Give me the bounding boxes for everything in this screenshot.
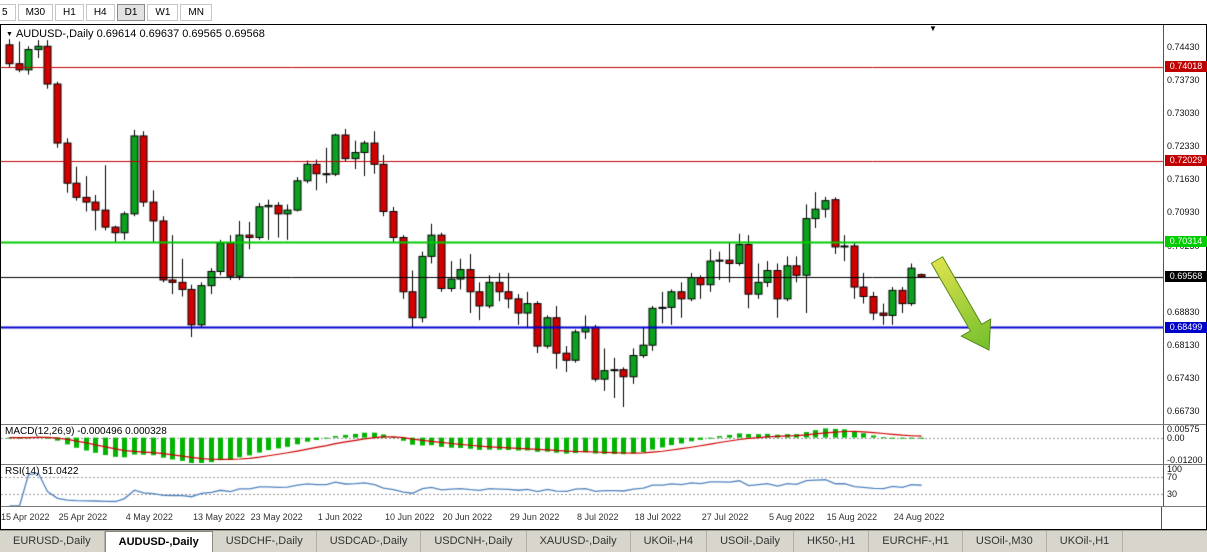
timeframe-toolbar: 5 M30 H1 H4 D1 W1 MN xyxy=(0,0,1207,24)
tab-usdchf-daily[interactable]: USDCHF-,Daily xyxy=(212,531,317,552)
timeframe-h1[interactable]: H1 xyxy=(55,3,84,21)
tab-audusd-daily[interactable]: AUDUSD-,Daily xyxy=(104,531,213,552)
axis-corner xyxy=(1161,507,1206,529)
tab-hk50-h1[interactable]: HK50-,H1 xyxy=(794,531,870,552)
date-label: 27 Jul 2022 xyxy=(701,512,749,522)
timeframe-m30[interactable]: M30 xyxy=(17,3,54,21)
price-level-badge: 0.69568 xyxy=(1165,271,1207,283)
tab-usoil-daily[interactable]: USOil-,Daily xyxy=(707,531,794,552)
date-label: 15 Apr 2022 xyxy=(1,512,50,522)
price-axis-label: 0.73030 xyxy=(1167,108,1200,119)
chart-title-ohlc: 0.69614 0.69637 0.69565 0.69568 xyxy=(96,28,265,40)
timeframe-w1[interactable]: W1 xyxy=(147,3,179,21)
price-axis-label: 0.68830 xyxy=(1167,306,1200,317)
rsi-canvas[interactable] xyxy=(1,465,1163,506)
tab-eurusd-daily[interactable]: EURUSD-,Daily xyxy=(0,531,105,552)
tab-xauusd-daily[interactable]: XAUUSD-,Daily xyxy=(526,531,631,552)
price-level-badge: 0.68499 xyxy=(1165,321,1207,333)
date-label: 20 Jun 2022 xyxy=(442,512,493,522)
rsi-axis-label: 30 xyxy=(1167,488,1178,499)
date-label: 8 Jul 2022 xyxy=(577,512,619,522)
price-axis-label: 0.68130 xyxy=(1167,339,1200,350)
price-axis[interactable]: 0.74430 0.73730 0.73030 0.72330 0.71630 0.709… xyxy=(1163,25,1207,424)
price-level-badge: 0.74018 xyxy=(1165,61,1207,73)
date-label: 15 Aug 2022 xyxy=(826,512,878,522)
price-level-badge: 0.72029 xyxy=(1165,155,1207,167)
date-label: 5 Aug 2022 xyxy=(769,512,815,522)
tab-usoil-m30[interactable]: USOil-,M30 xyxy=(962,531,1047,552)
date-label: 29 Jun 2022 xyxy=(509,512,560,522)
date-label: 4 May 2022 xyxy=(125,512,173,522)
price-axis-label: 0.67430 xyxy=(1167,372,1200,383)
price-axis-label: 0.73730 xyxy=(1167,75,1200,86)
tab-usdcnh-daily[interactable]: USDCNH-,Daily xyxy=(421,531,527,552)
tab-eurchf-h1[interactable]: EURCHF-,H1 xyxy=(869,531,963,552)
price-axis-label: 0.74430 xyxy=(1167,42,1200,53)
date-label: 18 Jul 2022 xyxy=(634,512,682,522)
timeframe-d1[interactable]: D1 xyxy=(116,3,146,21)
price-axis-label: 0.71630 xyxy=(1167,174,1200,185)
symbol-marker-icon: ▼ xyxy=(6,30,13,38)
chart-title-symbol: AUDUSD-,Daily xyxy=(15,28,94,40)
tab-usdcad-daily[interactable]: USDCAD-,Daily xyxy=(316,531,422,552)
rsi-axis: 100 70 30 xyxy=(1163,464,1206,506)
date-axis[interactable]: 15 Apr 2022 25 Apr 2022 4 May 2022 13 May 2… xyxy=(1,506,1206,529)
chart-title: ▼ AUDUSD-,Daily 0.69614 0.69637 0.69565 0… xyxy=(6,28,265,40)
rsi-axis-label: 100 xyxy=(1167,464,1183,474)
price-axis-label: 0.70930 xyxy=(1167,207,1200,218)
timeframe-h4[interactable]: H4 xyxy=(85,3,115,21)
price-panel: ▼ AUDUSD-,Daily 0.69614 0.69637 0.69565 0… xyxy=(1,24,1207,424)
macd-axis-label: -0.01200 xyxy=(1167,455,1203,465)
trend-arrow[interactable] xyxy=(909,253,1001,371)
date-label: 23 May 2022 xyxy=(250,512,303,522)
date-label: 10 Jun 2022 xyxy=(385,512,435,522)
price-chart-canvas[interactable] xyxy=(1,25,1163,424)
date-label: 25 Apr 2022 xyxy=(58,512,108,522)
timeframe-5[interactable]: 5 xyxy=(0,3,16,21)
date-label: 1 Jun 2022 xyxy=(317,512,363,522)
tab-ukoil-h1[interactable]: UKOil-,H1 xyxy=(1046,531,1124,552)
price-axis-label: 0.66730 xyxy=(1167,405,1200,416)
tab-ukoil-h4[interactable]: UKOil-,H4 xyxy=(630,531,708,552)
macd-canvas[interactable] xyxy=(1,425,1163,464)
macd-plot: MACD(12,26,9) -0.000496 0.000328 xyxy=(1,425,1163,464)
macd-label: MACD(12,26,9) -0.000496 0.000328 xyxy=(5,426,167,437)
chart-window: ▼ AUDUSD-,Daily 0.69614 0.69637 0.69565 0… xyxy=(0,24,1207,530)
price-plot: ▼ AUDUSD-,Daily 0.69614 0.69637 0.69565 0… xyxy=(1,24,1163,424)
price-axis-label: 0.72330 xyxy=(1167,141,1200,152)
macd-panel: MACD(12,26,9) -0.000496 0.000328 0.00575… xyxy=(1,424,1206,465)
rsi-axis-label: 70 xyxy=(1167,472,1178,483)
rsi-plot: RSI(14) 51.0422 xyxy=(1,465,1163,506)
macd-axis-label: 0.00 xyxy=(1167,432,1185,443)
date-label: 24 Aug 2022 xyxy=(893,512,945,522)
price-level-badge: 0.70314 xyxy=(1165,236,1207,248)
chart-shift-icon[interactable]: ▼ xyxy=(929,24,937,33)
rsi-label: RSI(14) 51.0422 xyxy=(5,466,79,477)
rsi-panel: RSI(14) 51.0422 100 70 30 xyxy=(1,464,1206,506)
date-label: 13 May 2022 xyxy=(193,512,246,522)
date-axis-labels: 15 Apr 2022 25 Apr 2022 4 May 2022 13 May 2… xyxy=(1,507,1161,529)
macd-axis: 0.00575 0.00 -0.01200 xyxy=(1163,424,1206,465)
chart-tab-bar: EURUSD-,Daily AUDUSD-,Daily USDCHF-,Daily U… xyxy=(0,530,1207,552)
timeframe-mn[interactable]: MN xyxy=(180,3,212,21)
macd-axis-label: 0.00575 xyxy=(1167,424,1200,434)
